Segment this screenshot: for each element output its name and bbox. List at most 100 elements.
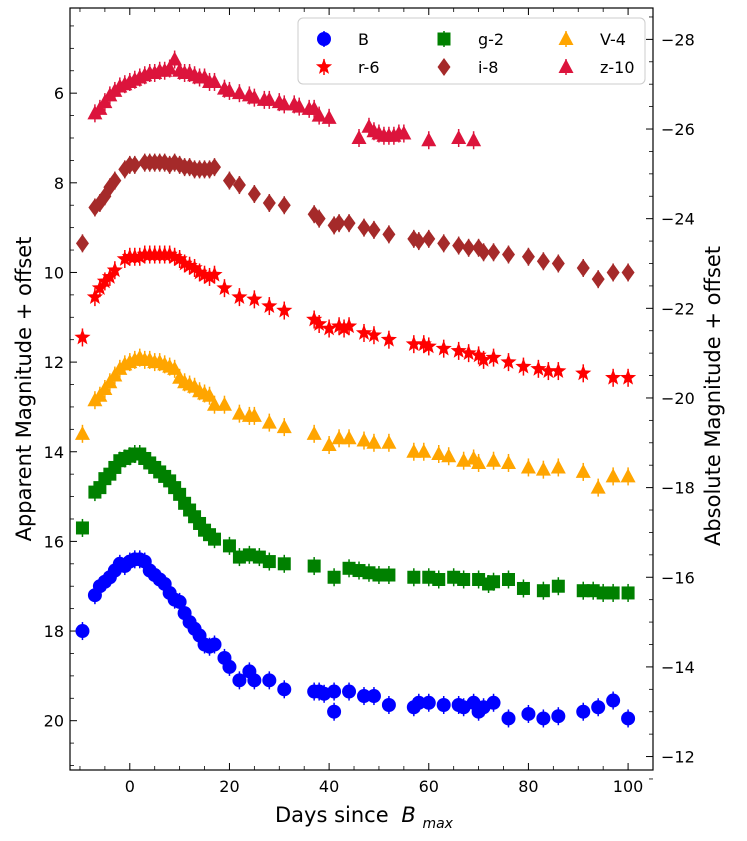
data-point [356, 432, 372, 447]
data-point [252, 550, 266, 564]
data-point [327, 570, 341, 584]
y-right-tick-label: −24 [661, 210, 695, 229]
data-point [606, 586, 620, 600]
data-point [500, 454, 516, 469]
data-point [231, 405, 247, 420]
data-point [466, 132, 482, 147]
data-point [471, 454, 487, 469]
data-point [462, 238, 476, 257]
legend-marker [558, 31, 574, 45]
data-point [576, 258, 590, 277]
data-point [101, 268, 118, 284]
data-point [412, 232, 426, 251]
x-axis-title-subscript: max [422, 816, 453, 832]
data-point [606, 263, 620, 282]
data-point [551, 709, 566, 724]
data-point [415, 335, 432, 352]
data-point [262, 193, 276, 212]
data-point [381, 698, 396, 713]
x-tick-label: 40 [319, 777, 339, 796]
data-point [470, 346, 487, 363]
data-point [261, 297, 278, 313]
data-point [116, 250, 133, 266]
x-axis-title: Days since B max [275, 803, 454, 832]
data-point [487, 243, 501, 262]
series-v-4 [74, 348, 636, 497]
data-point [605, 468, 621, 483]
data-point [311, 107, 327, 122]
data-point [421, 132, 437, 147]
series-z-10 [87, 50, 482, 150]
data-point [421, 695, 436, 710]
data-point [486, 695, 501, 710]
data-point [501, 573, 515, 586]
data-point [372, 568, 386, 582]
data-point [501, 245, 515, 264]
legend-marker [437, 58, 451, 76]
data-point [621, 263, 635, 282]
data-point [515, 358, 532, 374]
data-point [520, 459, 536, 474]
legend-items: Br-6 g-2 i-8 V-4 z-10 [315, 30, 635, 77]
data-point [247, 185, 261, 204]
data-point [530, 360, 547, 376]
data-point [340, 317, 358, 334]
legend-box [297, 17, 646, 85]
data-point [435, 340, 452, 356]
y-tick-label: 8 [54, 174, 64, 193]
data-point [575, 463, 591, 478]
data-point [186, 259, 203, 275]
data-point [306, 311, 323, 327]
data-point [431, 445, 447, 460]
data-point [620, 369, 637, 385]
data-point [621, 586, 635, 600]
x-tick-label: 80 [518, 777, 538, 796]
data-point [331, 430, 347, 445]
data-point [277, 682, 292, 697]
y-right-tick-label: −22 [661, 299, 695, 318]
y-right-tick-label: −20 [661, 389, 695, 408]
data-point [596, 586, 610, 600]
data-point [536, 252, 550, 271]
data-point [277, 196, 291, 215]
data-point [605, 369, 622, 385]
data-point [540, 362, 557, 378]
data-point [166, 248, 183, 264]
data-point [586, 584, 600, 598]
data-point [477, 243, 491, 262]
data-point [332, 214, 346, 233]
legend-marker [315, 58, 333, 74]
data-point [261, 414, 277, 429]
x-axis-title-math: B [401, 803, 415, 827]
data-point [75, 234, 89, 253]
data-point [206, 266, 223, 282]
data-point [352, 564, 366, 578]
series-r-6 [74, 245, 637, 387]
data-point [330, 317, 348, 334]
data-point [201, 268, 218, 284]
data-point [606, 693, 621, 708]
data-point [327, 704, 342, 719]
data-point [207, 396, 223, 411]
data-point [366, 689, 381, 704]
data-point [422, 570, 436, 584]
data-point [276, 96, 292, 111]
data-point [367, 220, 381, 239]
data-point [222, 171, 236, 190]
data-point [472, 573, 486, 586]
data-point [407, 570, 421, 584]
data-point [351, 129, 367, 144]
y-right-tick-label: −18 [661, 479, 695, 498]
legend-label: g-2 [478, 30, 504, 49]
legend-label: i-8 [478, 58, 498, 77]
data-point [276, 302, 293, 318]
y-right-tick-label: −16 [661, 568, 695, 587]
data-point [381, 434, 397, 449]
data-point [396, 125, 412, 140]
data-point [365, 326, 383, 343]
data-point [131, 248, 148, 264]
data-point [551, 254, 565, 273]
data-point [382, 225, 396, 244]
y-tick-label: 20 [44, 712, 64, 731]
data-point [452, 236, 466, 255]
